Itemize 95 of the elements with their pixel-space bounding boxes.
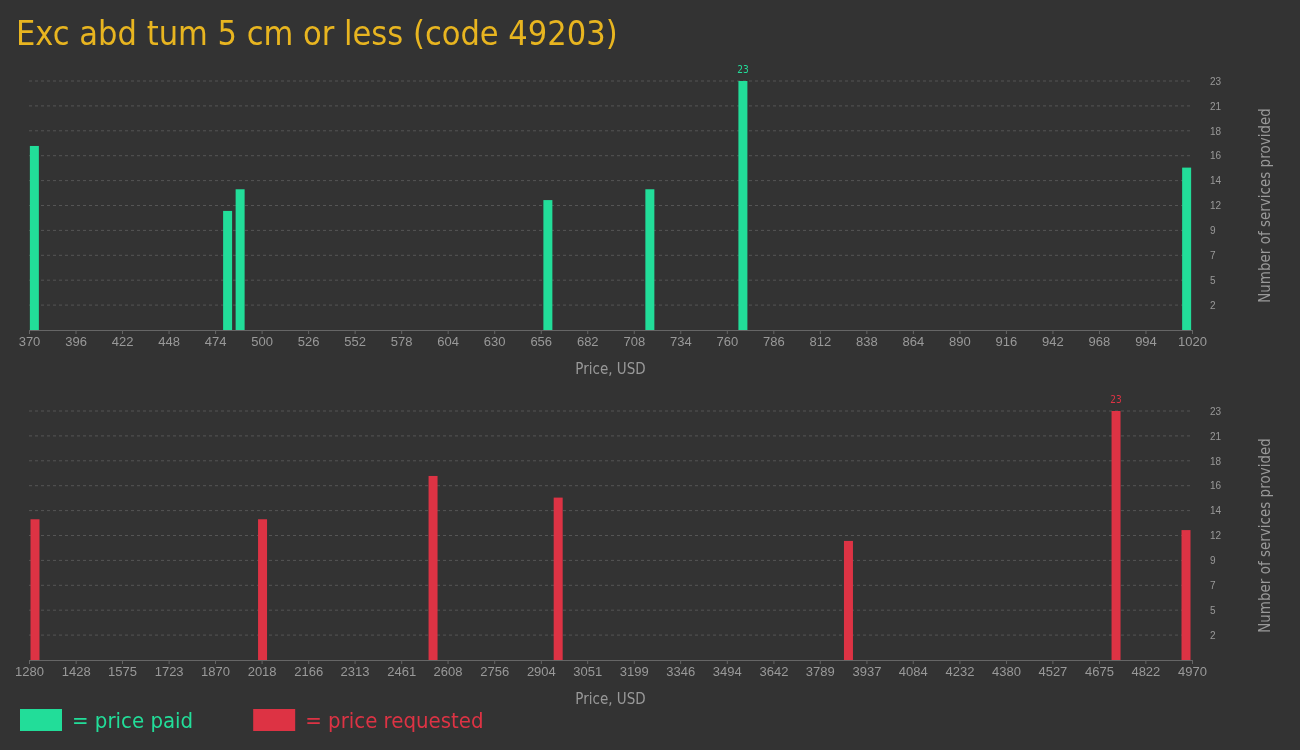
x-tick-label: 3051 bbox=[573, 664, 603, 680]
y-tick-label: 16 bbox=[1210, 480, 1222, 492]
x-tick-label: 3494 bbox=[712, 664, 742, 680]
x-tick-label: 422 bbox=[111, 334, 134, 350]
x-tick-label: 994 bbox=[1135, 334, 1157, 350]
x-tick-label: 4380 bbox=[992, 664, 1022, 680]
x-tick-label: 604 bbox=[437, 334, 460, 350]
x-axis-title: Price, USD bbox=[575, 360, 646, 378]
x-tick-label: 396 bbox=[65, 334, 87, 350]
x-tick-label: 2166 bbox=[294, 664, 324, 680]
bar bbox=[30, 519, 40, 660]
x-tick-label: 552 bbox=[344, 334, 366, 350]
x-tick-label: 3937 bbox=[852, 664, 882, 680]
x-tick-label: 4232 bbox=[945, 664, 975, 680]
bar bbox=[29, 145, 39, 330]
x-tick-label: 760 bbox=[716, 334, 739, 350]
x-tick-label: 474 bbox=[204, 334, 227, 350]
x-tick-label: 968 bbox=[1088, 334, 1111, 350]
x-tick-label: 1280 bbox=[15, 664, 44, 680]
x-tick-label: 2313 bbox=[340, 664, 370, 680]
y-tick-label: 21 bbox=[1210, 100, 1222, 112]
bar bbox=[428, 475, 438, 660]
x-tick-label: 4970 bbox=[1178, 664, 1207, 680]
y-tick-label: 18 bbox=[1210, 455, 1222, 467]
x-tick-label: 4084 bbox=[898, 664, 928, 680]
legend-label: = price paid bbox=[72, 708, 194, 733]
x-tick-label: 1020 bbox=[1178, 334, 1207, 350]
x-tick-label: 2904 bbox=[526, 664, 556, 680]
x-tick-label: 1428 bbox=[61, 664, 91, 680]
y-tick-label: 14 bbox=[1210, 175, 1222, 187]
x-tick-label: 3199 bbox=[619, 664, 649, 680]
y-tick-label: 9 bbox=[1210, 555, 1216, 567]
y-tick-label: 2 bbox=[1210, 629, 1216, 641]
x-tick-label: 942 bbox=[1042, 334, 1064, 350]
bar bbox=[843, 540, 853, 660]
x-tick-label: 2018 bbox=[247, 664, 277, 680]
y-tick-label: 7 bbox=[1210, 580, 1216, 591]
x-tick-label: 812 bbox=[809, 334, 832, 350]
y-tick-label: 5 bbox=[1210, 274, 1216, 286]
x-tick-label: 656 bbox=[530, 334, 553, 350]
x-axis-title: Price, USD bbox=[575, 690, 646, 708]
data-label: 23 bbox=[1110, 394, 1122, 405]
bar bbox=[258, 519, 268, 660]
x-tick-label: 500 bbox=[251, 334, 273, 350]
bar bbox=[553, 497, 563, 660]
x-tick-label: 1870 bbox=[200, 664, 230, 680]
y-tick-label: 23 bbox=[1210, 405, 1222, 417]
x-tick-label: 578 bbox=[390, 334, 413, 350]
x-tick-label: 2461 bbox=[387, 664, 417, 680]
x-tick-label: 4527 bbox=[1038, 664, 1068, 680]
x-tick-label: 526 bbox=[297, 334, 320, 350]
x-tick-label: 3346 bbox=[666, 664, 696, 680]
x-tick-label: 4822 bbox=[1131, 664, 1161, 680]
bar bbox=[738, 81, 748, 330]
y-tick-label: 16 bbox=[1210, 150, 1222, 162]
y-axis-title: Number of services provided bbox=[1256, 108, 1274, 303]
y-tick-label: 18 bbox=[1210, 125, 1222, 137]
x-tick-label: 1723 bbox=[154, 664, 184, 680]
x-tick-label: 448 bbox=[158, 334, 180, 350]
x-tick-label: 630 bbox=[483, 334, 506, 350]
x-tick-label: 838 bbox=[856, 334, 878, 350]
y-tick-label: 9 bbox=[1210, 225, 1216, 237]
x-tick-label: 682 bbox=[576, 334, 599, 350]
x-tick-label: 916 bbox=[995, 334, 1018, 350]
bar bbox=[1181, 530, 1191, 660]
data-label: 23 bbox=[737, 64, 749, 75]
y-tick-label: 7 bbox=[1210, 250, 1216, 261]
bar bbox=[235, 189, 245, 330]
legend-label: = price requested bbox=[305, 708, 484, 733]
chart-title: Exc abd tum 5 cm or less (code 49203) bbox=[16, 13, 618, 53]
y-tick-label: 14 bbox=[1210, 505, 1222, 517]
bar bbox=[1111, 411, 1121, 660]
x-tick-label: 4675 bbox=[1085, 664, 1114, 680]
x-tick-label: 708 bbox=[623, 334, 646, 350]
bar bbox=[223, 210, 233, 330]
y-tick-label: 21 bbox=[1210, 430, 1222, 442]
x-tick-label: 734 bbox=[669, 334, 692, 350]
y-tick-label: 12 bbox=[1210, 200, 1222, 212]
y-tick-label: 2 bbox=[1210, 299, 1216, 311]
x-tick-label: 3789 bbox=[805, 664, 835, 680]
bar bbox=[543, 200, 553, 330]
y-axis-title: Number of services provided bbox=[1256, 438, 1274, 633]
bar bbox=[645, 189, 655, 330]
x-tick-label: 2756 bbox=[480, 664, 510, 680]
y-tick-label: 12 bbox=[1210, 530, 1222, 542]
y-tick-label: 23 bbox=[1210, 75, 1222, 87]
x-tick-label: 786 bbox=[762, 334, 785, 350]
x-tick-label: 890 bbox=[949, 334, 971, 350]
bar bbox=[1182, 167, 1192, 330]
x-tick-label: 3642 bbox=[759, 664, 789, 680]
x-tick-label: 370 bbox=[18, 334, 41, 350]
x-tick-label: 1575 bbox=[108, 664, 137, 680]
x-tick-label: 2608 bbox=[433, 664, 463, 680]
y-tick-label: 5 bbox=[1210, 604, 1216, 616]
x-tick-label: 864 bbox=[902, 334, 925, 350]
